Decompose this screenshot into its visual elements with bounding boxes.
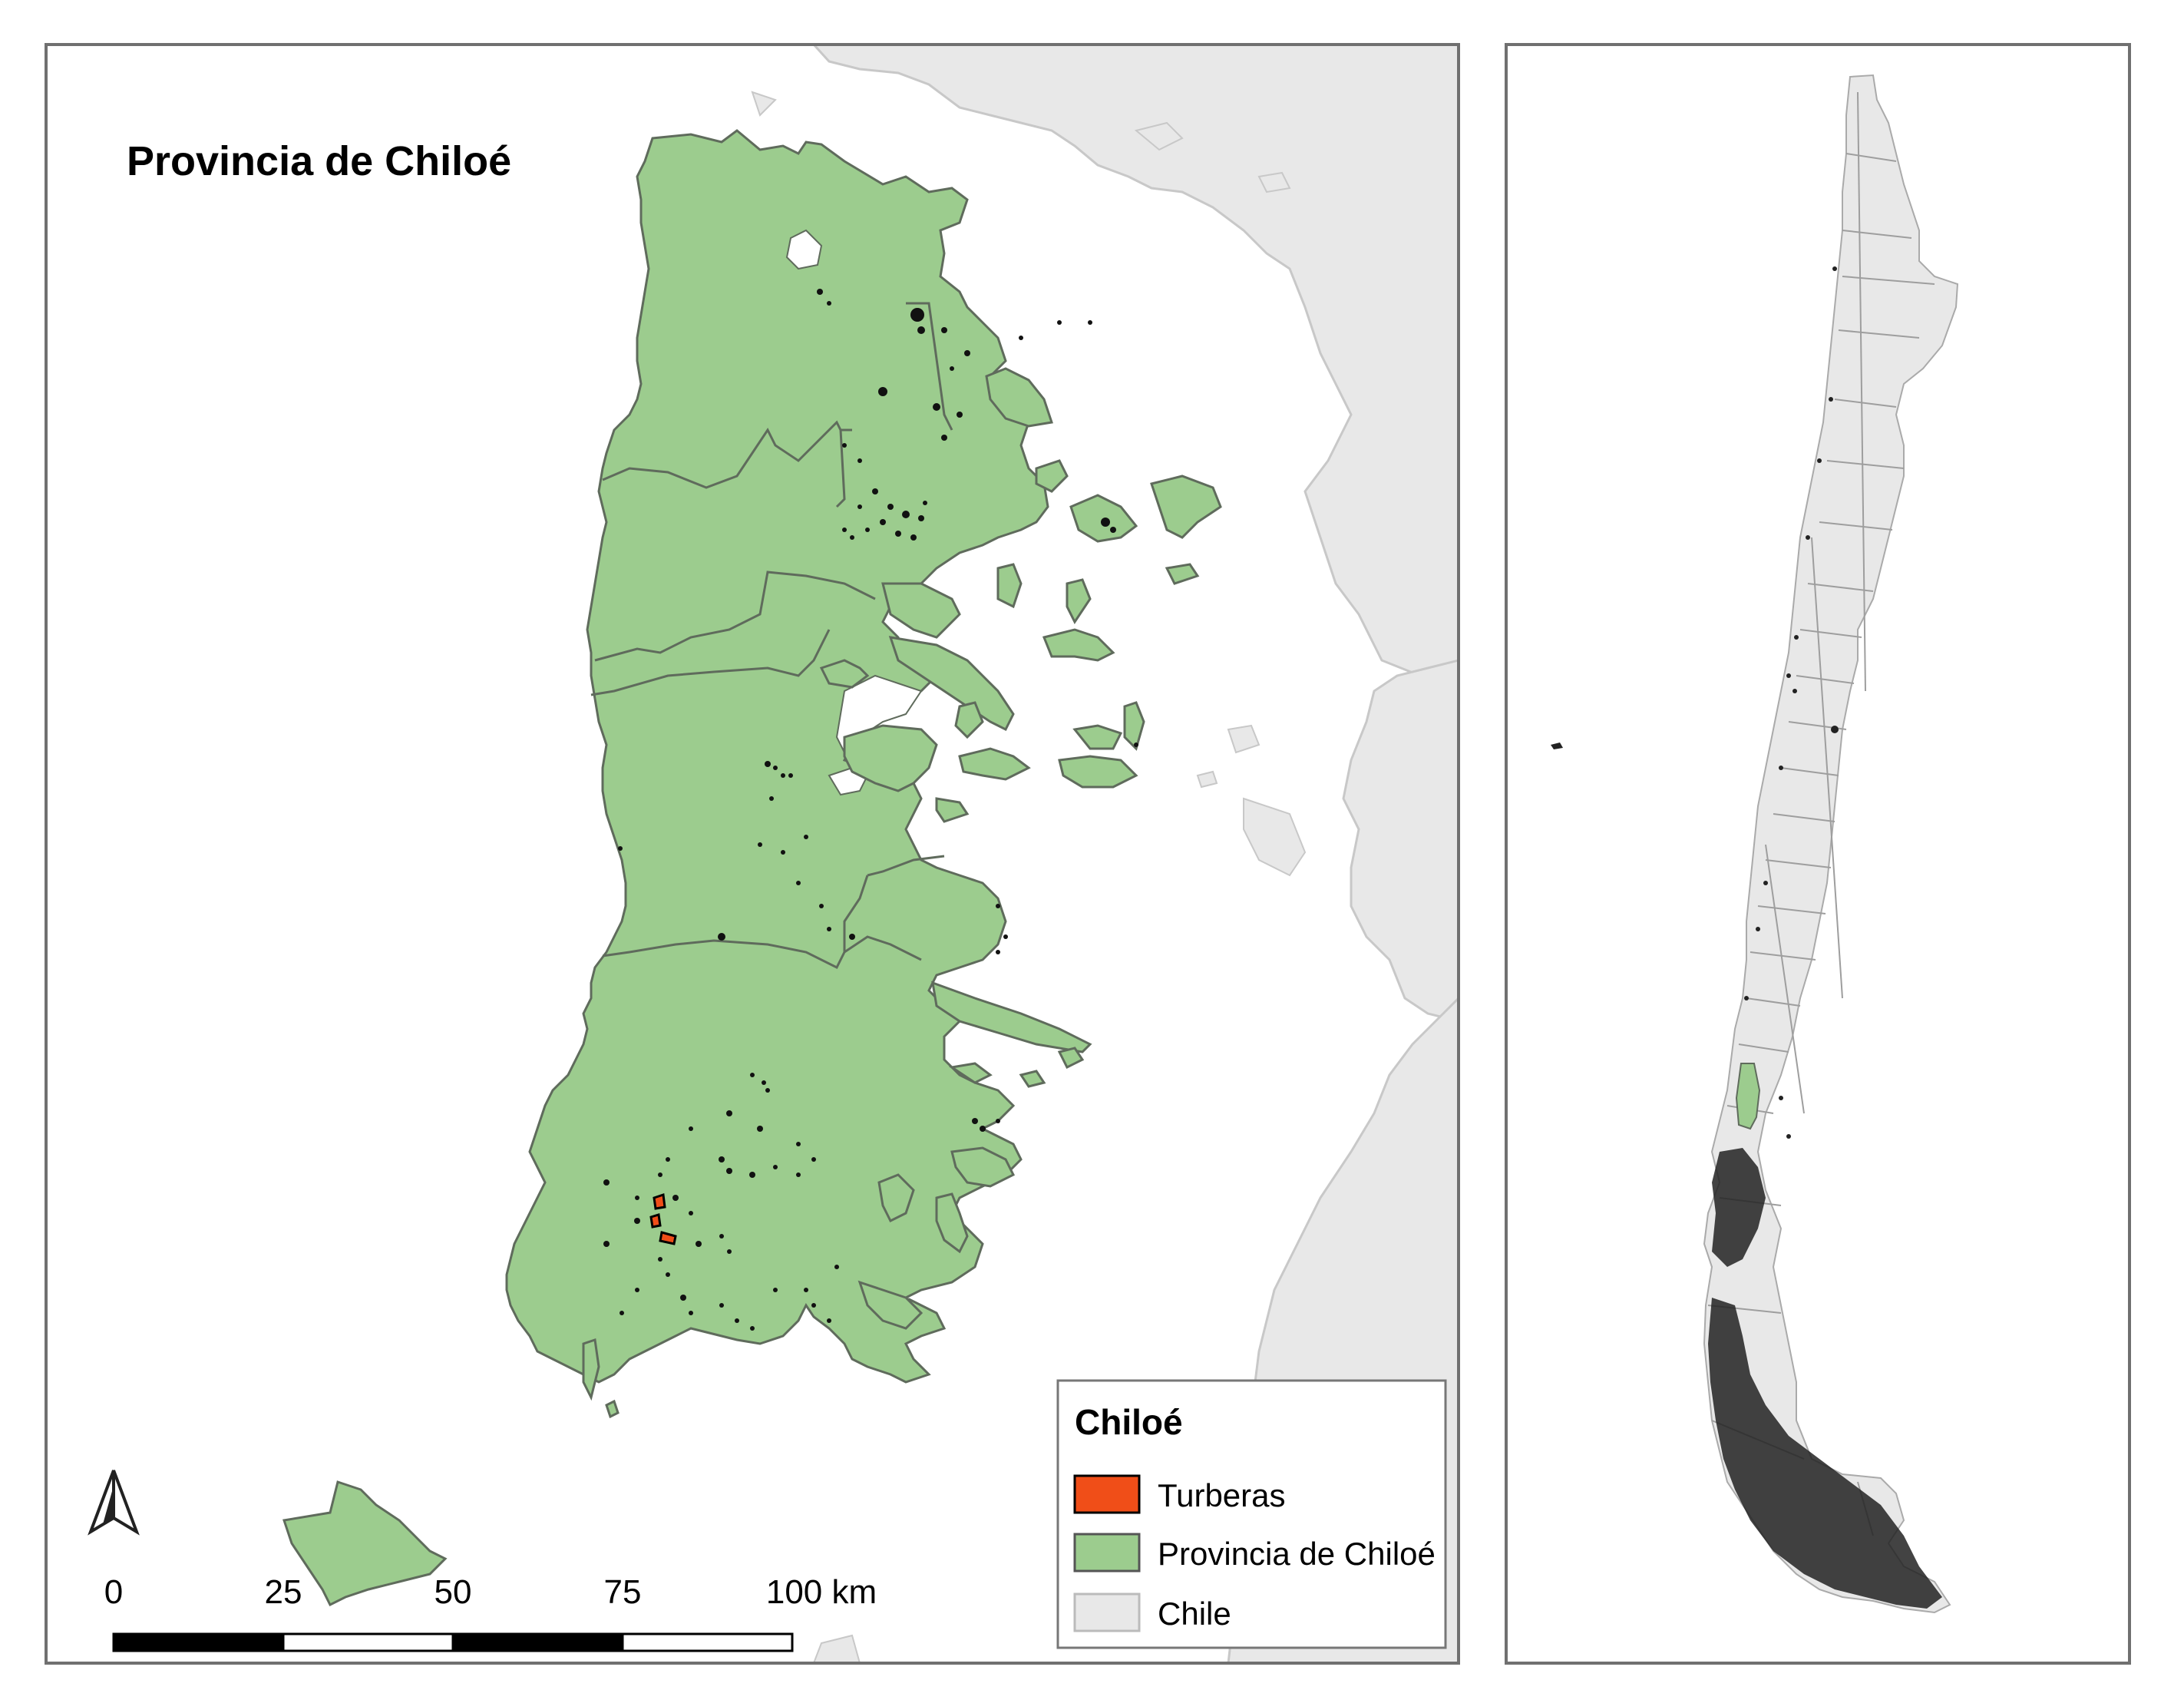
- inset-map: [1505, 43, 2131, 1665]
- inset-map-frame: [1505, 43, 2131, 1665]
- main-map-frame: [45, 43, 1460, 1665]
- scale-segment-3: [451, 1632, 624, 1652]
- legend-swatch-provincia: [1073, 1533, 1141, 1573]
- turberas-polygons: [649, 1192, 677, 1245]
- scale-segment-4: [621, 1632, 794, 1652]
- scale-tick-100: 100 km: [766, 1573, 877, 1611]
- scale-tick-50: 50: [434, 1573, 472, 1611]
- legend-label-chile: Chile: [1158, 1596, 1231, 1632]
- chile-silhouette: [1703, 74, 1959, 1614]
- north-arrow-icon: [88, 1470, 140, 1536]
- legend-swatch-turberas: [1073, 1474, 1141, 1514]
- isla-guafo: [282, 1480, 448, 1607]
- legend-swatch-chile: [1073, 1592, 1141, 1632]
- scale-segment-1: [112, 1632, 285, 1652]
- inset-peatlands: [1708, 266, 1942, 1609]
- commune-boundaries: [590, 302, 953, 970]
- province-chiloe: [282, 129, 1222, 1607]
- scale-tick-25: 25: [265, 1573, 302, 1611]
- scale-segment-2: [282, 1632, 454, 1652]
- scale-bar: 0 25 50 75 100 km: [104, 1573, 877, 1652]
- legend-label-turberas: Turberas: [1158, 1477, 1286, 1513]
- scale-tick-0: 0: [104, 1573, 123, 1611]
- map-title: Provincia de Chiloé: [127, 138, 511, 184]
- inset-juan-fernandez: [1551, 742, 1563, 749]
- main-map: Provincia de Chiloé 0 25 50 75 100 km Ch…: [45, 43, 1460, 1665]
- scale-tick-75: 75: [604, 1573, 642, 1611]
- inset-chiloe-highlight: [1735, 1063, 1761, 1130]
- peatland-dots: [603, 289, 1138, 1331]
- legend-label-provincia: Provincia de Chiloé: [1158, 1536, 1436, 1572]
- legend-title: Chiloé: [1075, 1402, 1183, 1442]
- legend: Chiloé Turberas Provincia de Chiloé Chil…: [1056, 1379, 1447, 1649]
